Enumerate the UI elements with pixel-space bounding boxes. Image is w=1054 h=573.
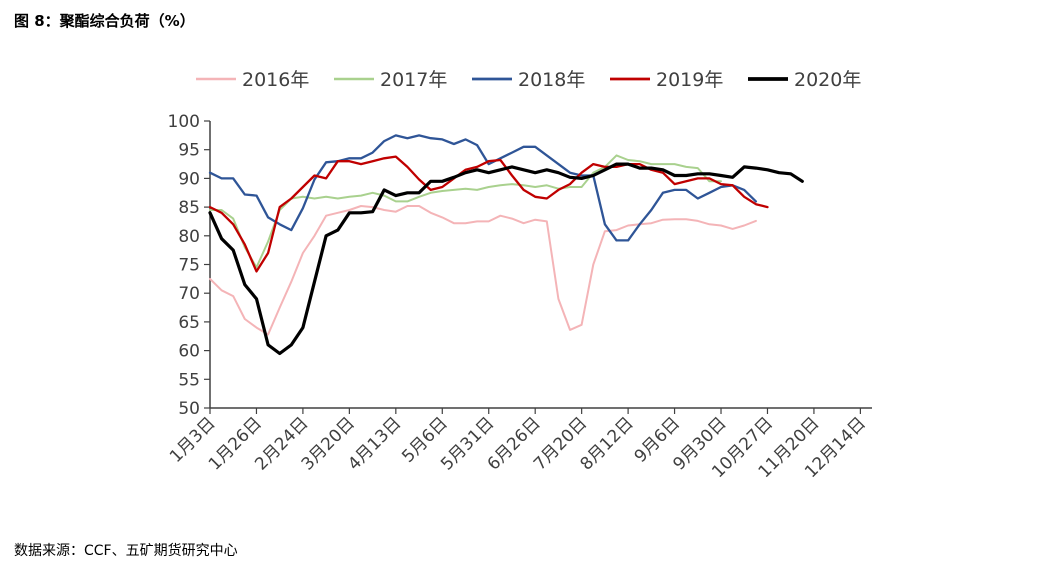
series-line-2016年 (209, 205, 757, 336)
y-tick-label: 95 (178, 141, 200, 161)
y-tick-label: 75 (178, 256, 200, 276)
legend-label: 2019年 (656, 69, 723, 91)
y-tick-label: 50 (178, 399, 200, 419)
y-tick-label: 70 (178, 284, 200, 304)
legend-label: 2017年 (380, 69, 447, 91)
y-tick-label: 65 (178, 313, 200, 333)
series-line-2017年 (209, 154, 722, 269)
y-tick-label: 90 (178, 169, 200, 189)
legend-label: 2018年 (518, 69, 585, 91)
y-tick-label: 55 (178, 370, 200, 390)
y-tick-label: 80 (178, 227, 200, 247)
figure-title: 图 8：聚酯综合负荷（%） (14, 12, 195, 30)
y-tick-label: 100 (168, 112, 200, 132)
series-line-2018年 (208, 134, 758, 242)
series-line-2020年 (208, 162, 804, 356)
x-axis: 1月3日1月26日2月24日3月20日4月13日5月6日5月31日6月26日7月… (166, 407, 872, 482)
y-tick-label: 85 (178, 198, 200, 218)
y-tick-label: 60 (178, 342, 200, 362)
source-note: 数据来源：CCF、五矿期货研究中心 (14, 543, 238, 559)
y-axis: 50 55 60 65 70 75 80 85 90 95 100 (168, 112, 211, 419)
legend-label: 2020年 (794, 69, 861, 91)
series-layer (208, 134, 804, 356)
series-line-2019年 (208, 155, 769, 273)
chart-legend: 2016年 2017年 2018年 2019年 2020年 (196, 69, 861, 91)
legend-label: 2016年 (242, 69, 309, 91)
